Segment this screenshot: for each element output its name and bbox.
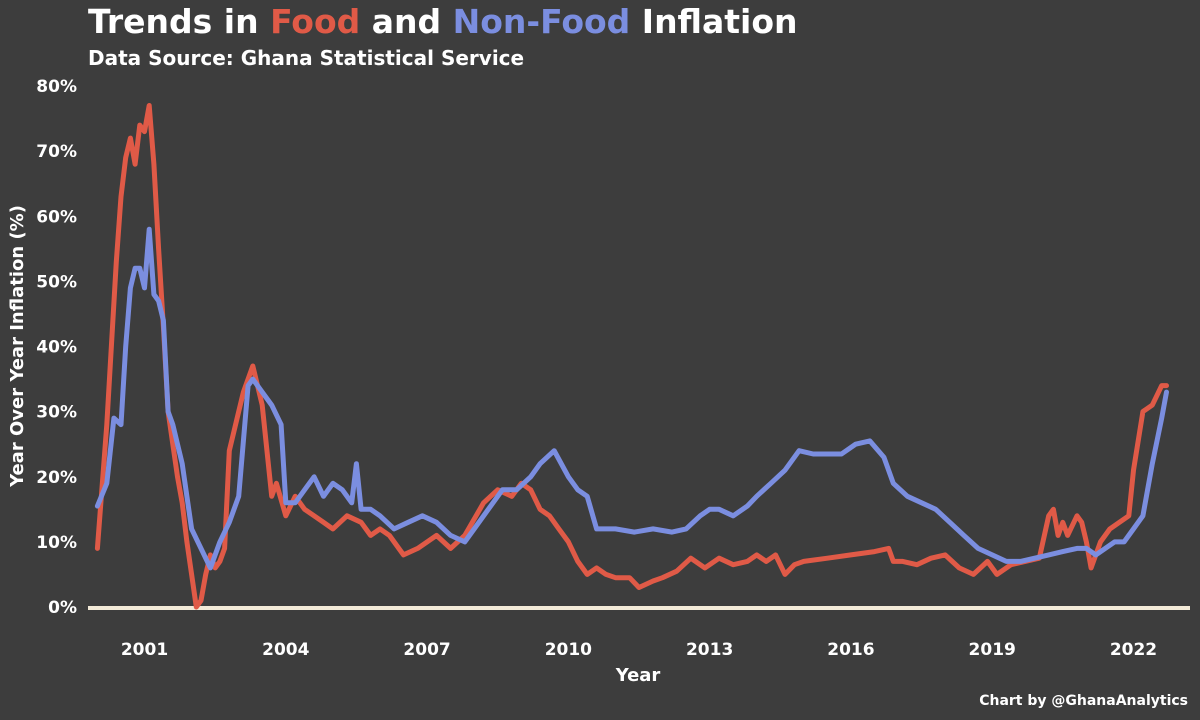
x-tick-label: 2004 bbox=[262, 640, 309, 660]
y-tick-label: 70% bbox=[36, 142, 77, 162]
x-tick-label: 2001 bbox=[121, 640, 168, 660]
title-food-word: Food bbox=[270, 2, 361, 41]
y-tick-label: 80% bbox=[36, 77, 77, 97]
y-tick-label: 50% bbox=[36, 272, 77, 292]
x-tick-label: 2007 bbox=[403, 640, 450, 660]
chart-subtitle: Data Source: Ghana Statistical Service bbox=[88, 46, 525, 70]
y-axis-ticks: 0% 10% 20% 30% 40% 50% 60% 70% 80% bbox=[36, 77, 77, 618]
x-axis-label: Year bbox=[615, 665, 661, 686]
y-tick-label: 20% bbox=[36, 468, 77, 488]
title-prefix: Trends in bbox=[88, 2, 271, 41]
chart-title: Trends in Food and Non-Food Inflation bbox=[88, 2, 798, 41]
chart-credit: Chart by @GhanaAnalytics bbox=[979, 693, 1188, 709]
y-tick-label: 10% bbox=[36, 533, 77, 553]
title-suffix: Inflation bbox=[630, 2, 798, 41]
x-tick-label: 2010 bbox=[545, 640, 592, 660]
y-tick-label: 30% bbox=[36, 403, 77, 423]
y-axis-label: Year Over Year Inflation (%) bbox=[7, 205, 28, 488]
title-nonfood-word: Non-Food bbox=[452, 2, 631, 41]
series-lines bbox=[94, 103, 1169, 610]
title-middle: and bbox=[360, 2, 453, 41]
y-tick-label: 0% bbox=[48, 598, 77, 618]
y-tick-label: 60% bbox=[36, 207, 77, 227]
x-tick-label: 2016 bbox=[827, 640, 874, 660]
x-tick-label: 2013 bbox=[686, 640, 733, 660]
y-tick-label: 40% bbox=[36, 338, 77, 358]
x-axis-ticks: 2001 2004 2007 2010 2013 2016 2019 2022 bbox=[121, 640, 1157, 660]
x-tick-label: 2022 bbox=[1110, 640, 1157, 660]
series-line-non-food bbox=[94, 226, 1169, 571]
x-tick-label: 2019 bbox=[969, 640, 1016, 660]
